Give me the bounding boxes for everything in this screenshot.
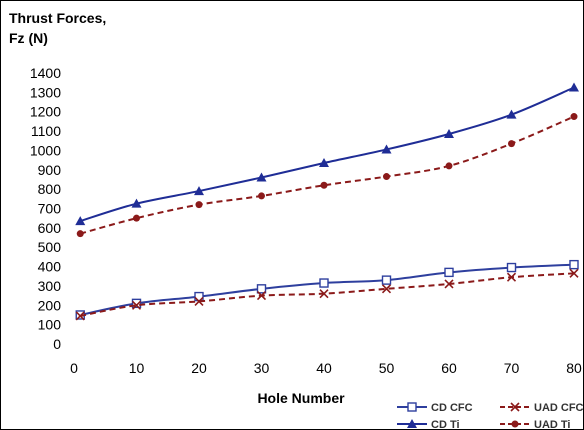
- marker-triangle: [75, 216, 86, 226]
- chart-title-line-2: Fz (N): [9, 30, 48, 46]
- marker-x-stroke: [569, 268, 579, 278]
- y-tick-label: 500: [38, 239, 62, 255]
- marker-x: [319, 289, 329, 299]
- series-line-uad-ti: [79, 115, 575, 235]
- marker-x-stroke: [131, 300, 142, 310]
- marker-x: [194, 296, 204, 306]
- marker-x-stroke: [444, 279, 454, 289]
- marker-x: [131, 300, 142, 310]
- legend-item-uad-ti: UAD Ti: [500, 419, 570, 429]
- legend: CD CFC UAD CFC CD Ti UAD Ti: [384, 389, 583, 429]
- y-tick-label: 100: [38, 317, 62, 333]
- chart-title-line-1: Thrust Forces,: [9, 10, 106, 26]
- marker-circle: [320, 181, 328, 189]
- x-tick-label: 0: [70, 360, 78, 376]
- y-tick-label: 700: [38, 201, 62, 217]
- x-tick-label: 40: [316, 360, 332, 376]
- marker-triangle: [256, 172, 267, 182]
- legend-item-uad-cfc: UAD CFC: [500, 402, 583, 414]
- y-tick-label: 300: [38, 278, 62, 294]
- marker-square: [569, 259, 579, 270]
- marker-x: [256, 291, 267, 301]
- marker-x: [569, 268, 579, 278]
- y-tick-label: 800: [38, 181, 62, 197]
- marker-square: [319, 278, 329, 288]
- y-tick-label: 900: [38, 162, 62, 178]
- marker-square: [444, 267, 454, 278]
- legend-label: UAD CFC: [534, 402, 583, 414]
- legend-item-cd-cfc: CD CFC: [397, 402, 473, 414]
- marker-x-stroke: [194, 296, 204, 306]
- series-layer: [75, 82, 579, 321]
- marker-circle: [258, 192, 265, 200]
- legend-label: CD CFC: [431, 402, 473, 414]
- marker-circle: [570, 113, 578, 121]
- series-cd-ti: [75, 82, 579, 226]
- legend-label: CD Ti: [431, 419, 460, 429]
- marker-square: [407, 402, 417, 412]
- marker-square: [381, 275, 392, 285]
- x-tick-label: 30: [254, 360, 270, 376]
- y-tick-label: 600: [38, 220, 62, 236]
- marker-x-stroke: [256, 291, 267, 301]
- y-tick-label: 1200: [30, 104, 61, 120]
- marker-triangle: [131, 198, 142, 208]
- y-tick-label: 400: [38, 259, 62, 275]
- marker-triangle: [407, 419, 417, 428]
- marker-circle: [76, 230, 84, 238]
- x-tick-label: 60: [441, 360, 457, 376]
- marker-x-stroke: [319, 289, 329, 299]
- y-tick-label: 0: [53, 336, 61, 352]
- marker-triangle: [569, 82, 579, 92]
- marker-x-stroke: [75, 311, 85, 321]
- marker-x: [510, 402, 520, 412]
- marker-triangle: [381, 144, 392, 154]
- marker-triangle: [319, 158, 329, 168]
- legend-box: [384, 389, 583, 429]
- x-tick-label: 70: [504, 360, 520, 376]
- legend-item-cd-ti: CD Ti: [397, 419, 460, 429]
- x-axis-ticks: 0 10 20 30 40 50 60 70 80: [70, 360, 582, 376]
- y-tick-label: 1300: [30, 84, 61, 100]
- series-uad-ti: [76, 113, 578, 238]
- marker-square: [256, 284, 267, 294]
- marker-circle: [508, 140, 515, 148]
- x-tick-label: 80: [566, 360, 582, 376]
- marker-x: [506, 272, 517, 282]
- marker-triangle: [506, 109, 517, 119]
- marker-triangle: [194, 186, 204, 196]
- x-tick-label: 50: [379, 360, 395, 376]
- y-axis-ticks: 0 100 200 300 400 500 600 700 800 900 1000 1100 1200…: [30, 65, 61, 352]
- marker-square: [131, 298, 142, 309]
- series-line-cd-ti: [79, 86, 575, 223]
- marker-x-stroke: [381, 284, 392, 294]
- marker-circle: [195, 201, 203, 209]
- y-tick-label: 1400: [30, 65, 61, 81]
- y-tick-label: 1000: [30, 142, 61, 158]
- y-tick-label: 200: [38, 297, 62, 313]
- y-tick-label: 1100: [31, 123, 61, 139]
- marker-x: [75, 311, 85, 321]
- marker-square: [506, 262, 517, 273]
- marker-x-stroke: [506, 272, 517, 282]
- marker-circle: [511, 420, 519, 428]
- legend-label: UAD Ti: [534, 419, 570, 429]
- marker-x-stroke: [510, 402, 520, 412]
- series-cd-cfc: [75, 259, 579, 320]
- marker-circle: [383, 173, 390, 181]
- marker-circle: [133, 214, 140, 222]
- marker-x: [381, 284, 392, 294]
- x-tick-label: 20: [191, 360, 207, 376]
- x-axis-label: Hole Number: [257, 390, 345, 406]
- x-tick-label: 10: [129, 360, 145, 376]
- marker-triangle: [444, 128, 454, 138]
- series-uad-cfc: [75, 268, 579, 321]
- marker-x: [444, 279, 454, 289]
- marker-circle: [445, 162, 453, 170]
